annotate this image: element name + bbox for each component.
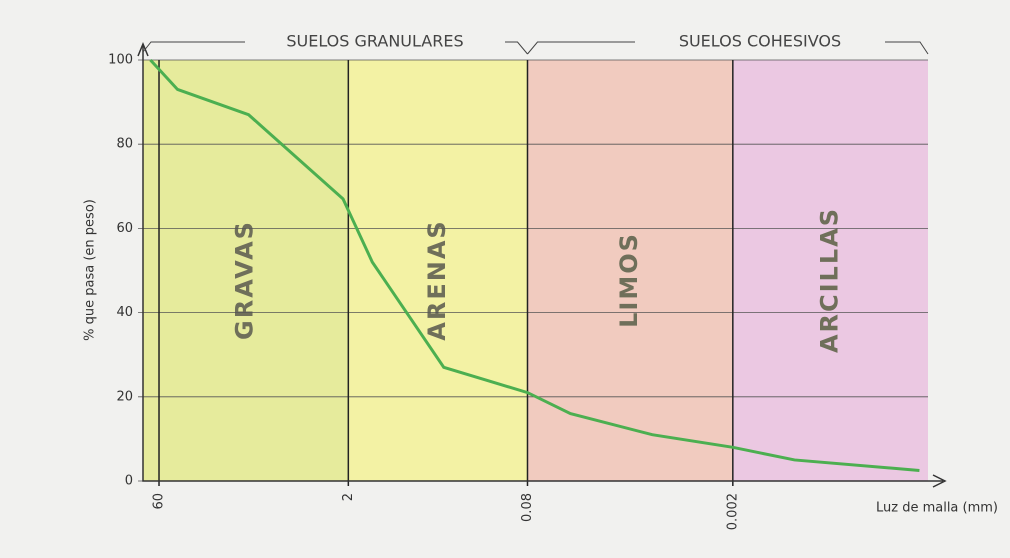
axes xyxy=(142,46,943,482)
zone xyxy=(143,60,349,481)
y-tick-label: 60 xyxy=(116,221,133,236)
y-arrow xyxy=(137,42,149,57)
y-tick-label: 20 xyxy=(116,389,133,404)
y-tick-label: 40 xyxy=(116,305,133,320)
y-tick-label: 100 xyxy=(108,53,133,68)
y-tick-label: 0 xyxy=(125,474,133,489)
curve xyxy=(149,58,920,472)
x-arrow xyxy=(932,474,947,488)
x-axis-label: Luz de malla (mm) xyxy=(876,501,998,516)
y-axis-label: % que pasa (en peso) xyxy=(83,199,98,341)
bracket-left xyxy=(142,41,528,55)
header-right: SUELOS COHESIVOS xyxy=(679,32,841,51)
header-left: SUELOS GRANULARES xyxy=(286,32,463,51)
zone-label: GRAVAS xyxy=(231,220,259,340)
x-tick-label: 0.002 xyxy=(725,493,740,530)
bracket-right xyxy=(527,41,929,55)
y-tick-label: 80 xyxy=(116,137,133,152)
zone-label: LIMOS xyxy=(615,232,643,328)
x-tick-label: 60 xyxy=(152,493,167,510)
zone-label: ARENAS xyxy=(423,219,451,340)
x-tick-label: 2 xyxy=(341,493,356,501)
x-tick-label: 0.08 xyxy=(520,493,535,522)
zone-label: ARCILLAS xyxy=(815,207,843,353)
zone xyxy=(732,60,928,481)
